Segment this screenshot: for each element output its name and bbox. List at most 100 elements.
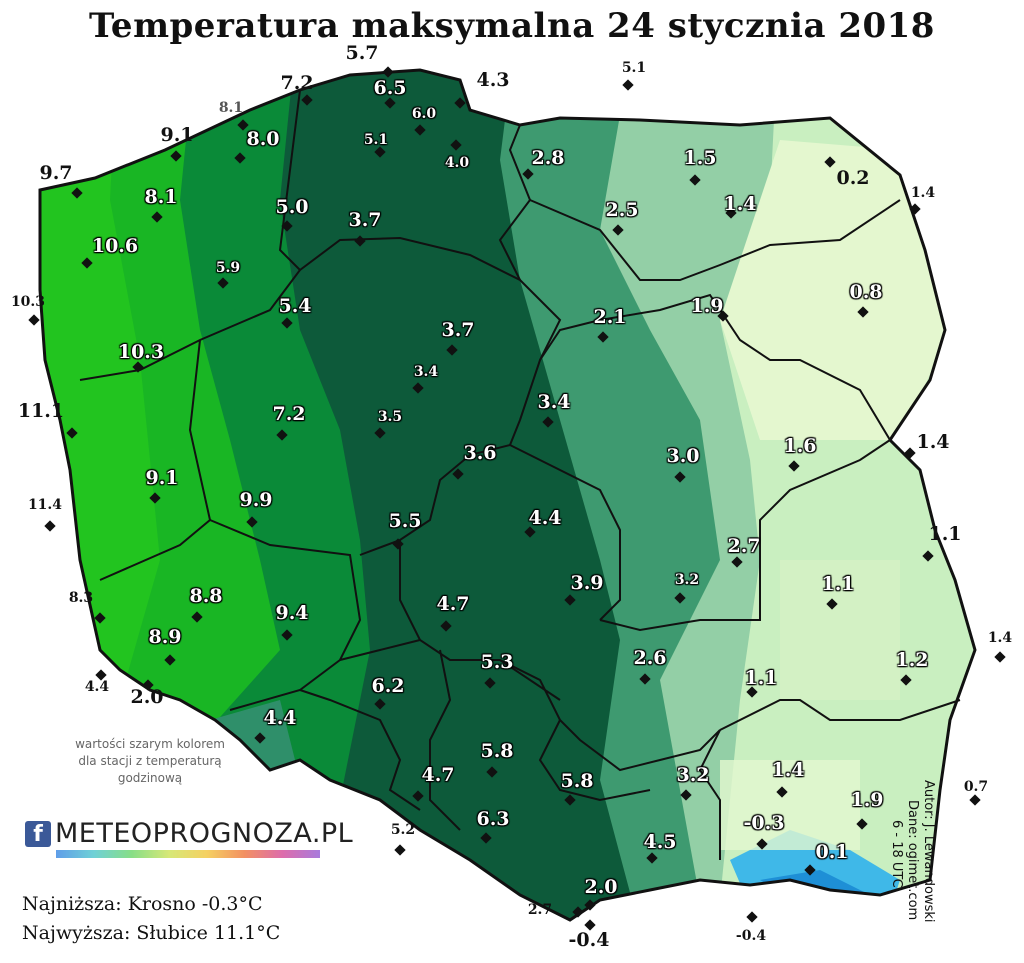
station-marker: [776, 786, 788, 798]
credits: Autor: J. Lewandowski Dane: ogimet.com 6…: [880, 780, 960, 950]
station-temp-label: 4.4: [528, 507, 562, 529]
station-marker: [597, 331, 609, 343]
station-temp-label: 1.1: [744, 667, 778, 689]
station-marker: [900, 674, 912, 686]
station-temp-label: 1.4: [771, 759, 805, 781]
station-temp-label: 1.1: [821, 573, 855, 595]
station-marker: [857, 306, 869, 318]
station-temp-label: 2.1: [593, 306, 627, 328]
station-marker: [622, 79, 634, 91]
logo-color-bar: [56, 850, 320, 858]
facebook-icon[interactable]: f: [25, 820, 51, 847]
station-temp-label: 3.2: [676, 764, 710, 786]
station-marker: [450, 139, 462, 151]
station-temp-label: 9.7: [39, 162, 73, 184]
max-temp-line: Najwyższa: Słubice 11.1°C: [22, 922, 281, 944]
station-marker: [689, 174, 701, 186]
station-temp-label: 5.1: [621, 60, 647, 76]
station-temp-label: 5.2: [390, 822, 416, 838]
station-temp-label: 8.8: [189, 585, 223, 607]
station-marker: [234, 152, 246, 164]
station-temp-label: 9.4: [275, 602, 309, 624]
station-temp-label: 11.4: [27, 497, 63, 513]
station-marker: [522, 168, 534, 180]
station-temp-label: 3.4: [413, 364, 439, 380]
station-temp-label: 5.7: [345, 42, 379, 64]
station-temp-label: 5.3: [480, 651, 514, 673]
station-temp-label: 5.0: [275, 196, 309, 218]
station-temp-label: 2.7: [727, 535, 761, 557]
station-temp-label: 6.3: [476, 808, 510, 830]
station-temp-label: 4.3: [476, 69, 510, 91]
station-temp-label: 4.4: [84, 679, 110, 695]
station-temp-label: 3.0: [666, 445, 700, 467]
station-marker: [922, 550, 934, 562]
station-marker: [564, 594, 576, 606]
grey-values-note: wartości szarym kolorem dla stacji z tem…: [75, 737, 225, 785]
station-marker: [28, 314, 40, 326]
station-temp-label: 5.8: [480, 740, 514, 762]
station-marker: [994, 651, 1006, 663]
station-temp-label: 1.9: [690, 295, 724, 317]
station-temp-label: 3.5: [377, 409, 403, 425]
station-temp-label: 2.0: [130, 686, 164, 708]
station-temp-label: 10.3: [117, 341, 165, 363]
station-marker: [484, 677, 496, 689]
station-temp-label: 1.5: [683, 147, 717, 169]
station-temp-label: 9.1: [160, 124, 194, 146]
station-marker: [44, 520, 56, 532]
station-temp-label: 3.4: [537, 391, 571, 413]
station-marker: [142, 679, 154, 691]
station-temp-label: 3.2: [674, 572, 700, 588]
station-temp-label: 8.9: [148, 626, 182, 648]
station-marker: [646, 852, 658, 864]
station-marker: [281, 629, 293, 641]
station-temp-label: -0.4: [568, 929, 610, 951]
station-temp-label: 1.1: [928, 523, 962, 545]
station-temp-label: 3.7: [348, 209, 382, 231]
station-marker: [717, 310, 729, 322]
station-temp-label: 2.7: [527, 902, 553, 918]
station-marker: [804, 864, 816, 876]
station-temp-label: 8.3: [68, 590, 94, 606]
station-marker: [281, 220, 293, 232]
station-marker: [584, 899, 596, 911]
credit-hours: 6 - 18 UTC: [889, 820, 904, 888]
station-temp-label: 4.4: [263, 707, 297, 729]
station-temp-label: -0.4: [735, 928, 767, 944]
station-temp-label: 1.4: [723, 193, 757, 215]
station-marker: [564, 794, 576, 806]
station-temp-label: 10.3: [10, 294, 46, 310]
credit-data: Dane: ogimet.com: [905, 800, 920, 921]
station-temp-label: 4.7: [436, 593, 470, 615]
station-temp-label: 6.0: [411, 106, 437, 122]
map-title: Temperatura maksymalna 24 stycznia 2018: [89, 6, 935, 46]
station-temp-label: 3.7: [441, 319, 475, 341]
station-temp-label: 9.1: [145, 467, 179, 489]
station-temp-label: -0.3: [743, 812, 785, 834]
station-marker: [446, 344, 458, 356]
station-temp-label: 3.6: [463, 442, 497, 464]
station-marker: [969, 794, 981, 806]
station-marker: [217, 277, 229, 289]
station-temp-label: 8.1: [218, 100, 244, 116]
station-temp-label: 0.8: [849, 281, 883, 303]
station-marker: [392, 538, 404, 550]
station-marker: [132, 361, 144, 373]
station-marker: [904, 447, 916, 459]
station-marker: [151, 211, 163, 223]
station-marker: [788, 460, 800, 472]
station-temp-label: 0.7: [963, 779, 989, 795]
station-marker: [746, 911, 758, 923]
station-marker: [674, 592, 686, 604]
station-temp-label: 10.6: [91, 235, 139, 257]
station-temp-label: 2.0: [584, 876, 618, 898]
station-temp-label: 1.4: [987, 630, 1013, 646]
station-temp-label: 11.1: [17, 400, 65, 422]
station-temp-label: 2.5: [605, 199, 639, 221]
station-temp-label: 6.5: [373, 77, 407, 99]
station-marker: [746, 686, 758, 698]
station-marker: [440, 620, 452, 632]
station-marker: [149, 492, 161, 504]
station-marker: [170, 150, 182, 162]
